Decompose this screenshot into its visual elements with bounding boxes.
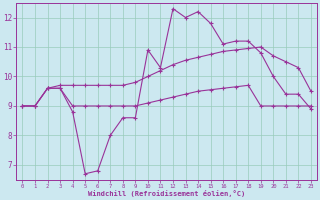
X-axis label: Windchill (Refroidissement éolien,°C): Windchill (Refroidissement éolien,°C) [88, 190, 245, 197]
